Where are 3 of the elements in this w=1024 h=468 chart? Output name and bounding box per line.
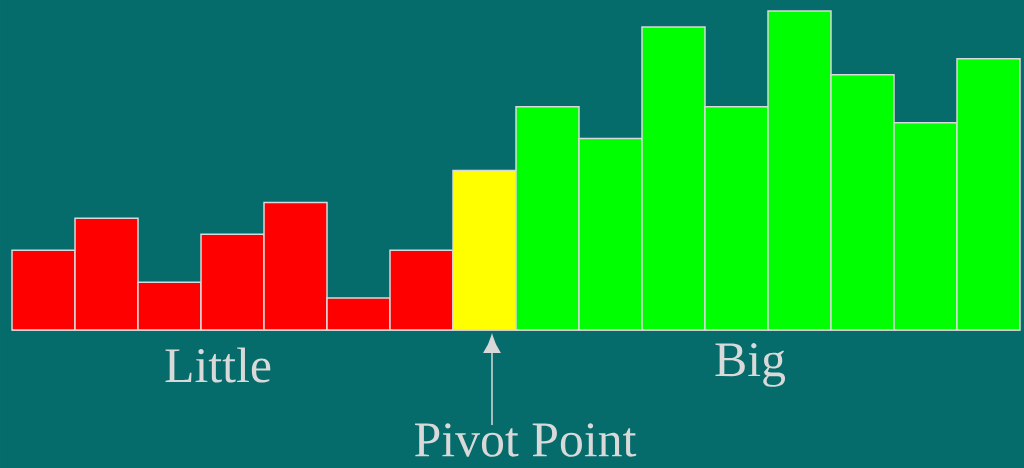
text: Pivot Point xyxy=(415,423,637,457)
text: Big xyxy=(715,343,786,387)
text: Little xyxy=(165,347,271,383)
